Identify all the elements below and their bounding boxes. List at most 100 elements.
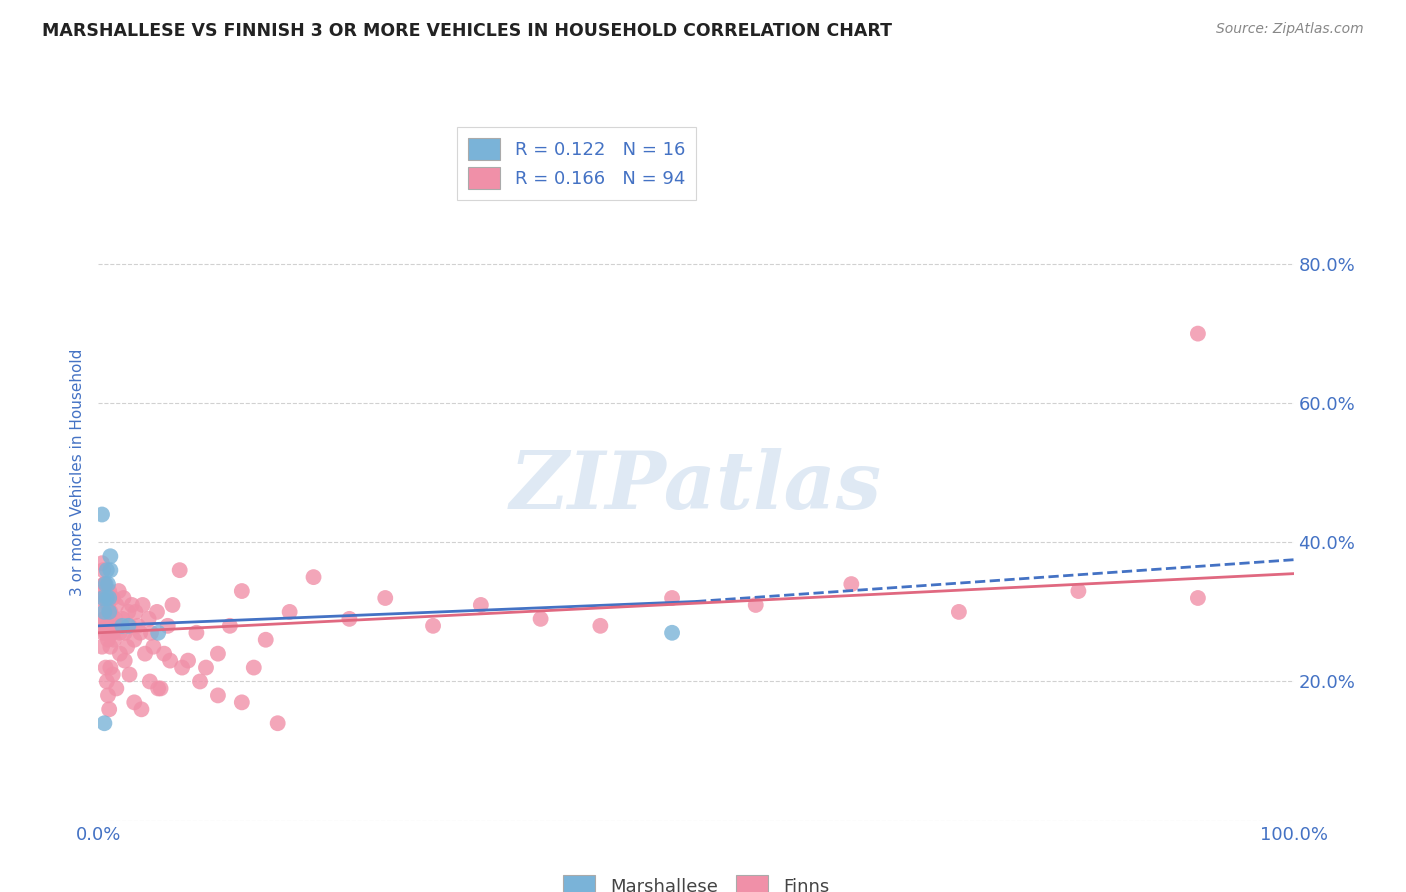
Point bbox=[101, 625, 124, 640]
Point bbox=[98, 640, 122, 654]
Point bbox=[194, 660, 217, 674]
Point bbox=[148, 681, 170, 696]
Point bbox=[103, 632, 125, 647]
Point bbox=[117, 605, 139, 619]
Point bbox=[96, 591, 118, 605]
Point bbox=[1067, 584, 1090, 599]
Point bbox=[839, 577, 862, 591]
Point bbox=[104, 612, 127, 626]
Legend: Marshallese, Finns: Marshallese, Finns bbox=[555, 868, 837, 892]
Point bbox=[138, 612, 160, 626]
Point bbox=[149, 681, 172, 696]
Point bbox=[1187, 591, 1209, 605]
Point bbox=[97, 689, 120, 703]
Point bbox=[529, 612, 551, 626]
Point bbox=[112, 591, 135, 605]
Point bbox=[96, 584, 118, 599]
Point bbox=[93, 577, 115, 591]
Point bbox=[90, 591, 112, 605]
Point bbox=[131, 702, 153, 716]
Point bbox=[115, 640, 138, 654]
Point bbox=[121, 598, 143, 612]
Point bbox=[98, 591, 121, 605]
Point bbox=[91, 625, 114, 640]
Point bbox=[97, 577, 120, 591]
Point bbox=[124, 605, 146, 619]
Point bbox=[93, 612, 115, 626]
Point bbox=[374, 591, 396, 605]
Point bbox=[98, 660, 122, 674]
Text: ZIPatlas: ZIPatlas bbox=[510, 448, 882, 525]
Point bbox=[111, 612, 134, 626]
Point bbox=[302, 570, 325, 584]
Point bbox=[107, 584, 129, 599]
Point bbox=[91, 640, 114, 654]
Point bbox=[124, 632, 146, 647]
Text: MARSHALLESE VS FINNISH 3 OR MORE VEHICLES IN HOUSEHOLD CORRELATION CHART: MARSHALLESE VS FINNISH 3 OR MORE VEHICLE… bbox=[42, 22, 893, 40]
Point bbox=[127, 619, 149, 633]
Point bbox=[96, 563, 118, 577]
Point bbox=[101, 591, 124, 605]
Point bbox=[153, 647, 176, 661]
Y-axis label: 3 or more Vehicles in Household: 3 or more Vehicles in Household bbox=[69, 349, 84, 597]
Point bbox=[118, 667, 141, 681]
Text: Source: ZipAtlas.com: Source: ZipAtlas.com bbox=[1216, 22, 1364, 37]
Point bbox=[98, 619, 121, 633]
Point bbox=[188, 674, 211, 689]
Point bbox=[94, 660, 117, 674]
Point bbox=[745, 598, 768, 612]
Point bbox=[105, 598, 128, 612]
Point bbox=[146, 605, 169, 619]
Point bbox=[142, 640, 165, 654]
Point bbox=[1187, 326, 1209, 341]
Point bbox=[169, 563, 191, 577]
Point bbox=[207, 689, 229, 703]
Point bbox=[107, 619, 129, 633]
Point bbox=[97, 632, 120, 647]
Point bbox=[91, 584, 114, 599]
Point bbox=[172, 660, 194, 674]
Point bbox=[162, 598, 184, 612]
Point bbox=[98, 584, 121, 599]
Point bbox=[94, 625, 117, 640]
Point bbox=[111, 619, 134, 633]
Point bbox=[470, 598, 492, 612]
Point bbox=[96, 674, 118, 689]
Point bbox=[98, 563, 122, 577]
Point bbox=[118, 619, 141, 633]
Point bbox=[134, 647, 156, 661]
Point bbox=[267, 716, 290, 731]
Point bbox=[91, 508, 114, 522]
Point bbox=[231, 584, 253, 599]
Point bbox=[91, 605, 114, 619]
Point bbox=[98, 702, 121, 716]
Point bbox=[337, 612, 360, 626]
Point bbox=[117, 619, 139, 633]
Point bbox=[124, 695, 146, 709]
Point bbox=[156, 619, 179, 633]
Point bbox=[661, 625, 683, 640]
Point bbox=[207, 647, 229, 661]
Point bbox=[219, 619, 242, 633]
Point bbox=[114, 625, 136, 640]
Point bbox=[101, 667, 124, 681]
Point bbox=[948, 605, 970, 619]
Point bbox=[131, 598, 153, 612]
Point bbox=[661, 591, 683, 605]
Point bbox=[186, 625, 208, 640]
Point bbox=[139, 674, 162, 689]
Point bbox=[278, 605, 301, 619]
Point bbox=[94, 591, 117, 605]
Point bbox=[91, 563, 114, 577]
Point bbox=[148, 625, 170, 640]
Point bbox=[108, 625, 131, 640]
Point bbox=[243, 660, 266, 674]
Point bbox=[93, 716, 115, 731]
Point bbox=[98, 605, 122, 619]
Point bbox=[108, 647, 131, 661]
Point bbox=[93, 577, 115, 591]
Point bbox=[139, 625, 162, 640]
Point bbox=[177, 654, 200, 668]
Point bbox=[94, 577, 117, 591]
Point bbox=[159, 654, 181, 668]
